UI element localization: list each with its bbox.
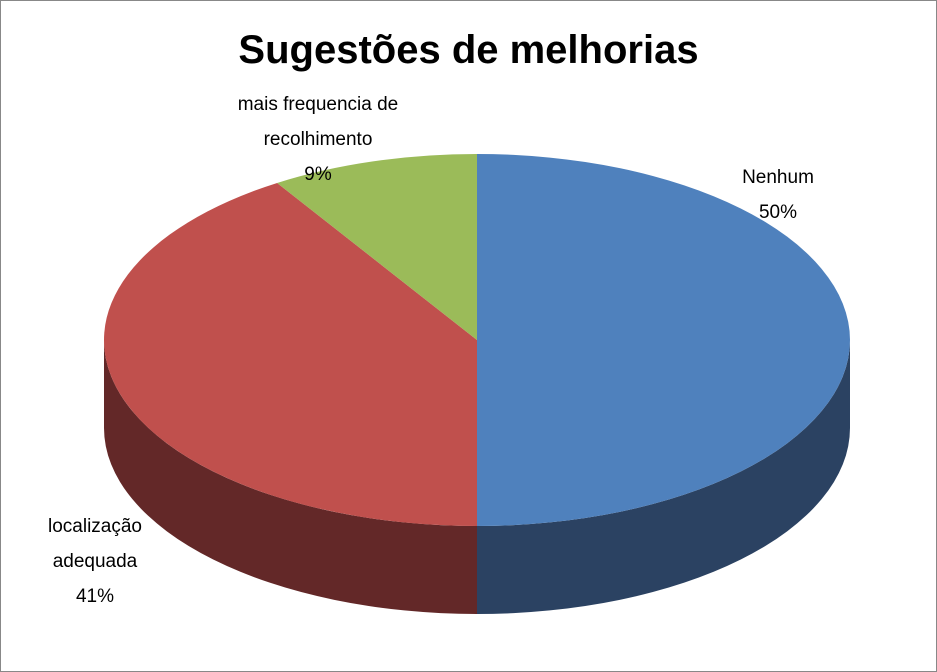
value-label: 41% xyxy=(75,586,115,607)
slice-label: Nenhum xyxy=(742,167,814,188)
value-label: 50% xyxy=(758,202,798,223)
slice xyxy=(477,154,850,526)
slice-side xyxy=(104,340,477,614)
slice-label: localização adequada xyxy=(48,516,142,572)
slice xyxy=(104,182,477,526)
slice xyxy=(277,154,477,340)
value-label: 9% xyxy=(304,164,332,185)
slice-side xyxy=(477,340,850,614)
slice-label: mais frequencia de recolhimento xyxy=(237,94,399,150)
chart-title: Sugestões de melhorias xyxy=(238,28,699,72)
